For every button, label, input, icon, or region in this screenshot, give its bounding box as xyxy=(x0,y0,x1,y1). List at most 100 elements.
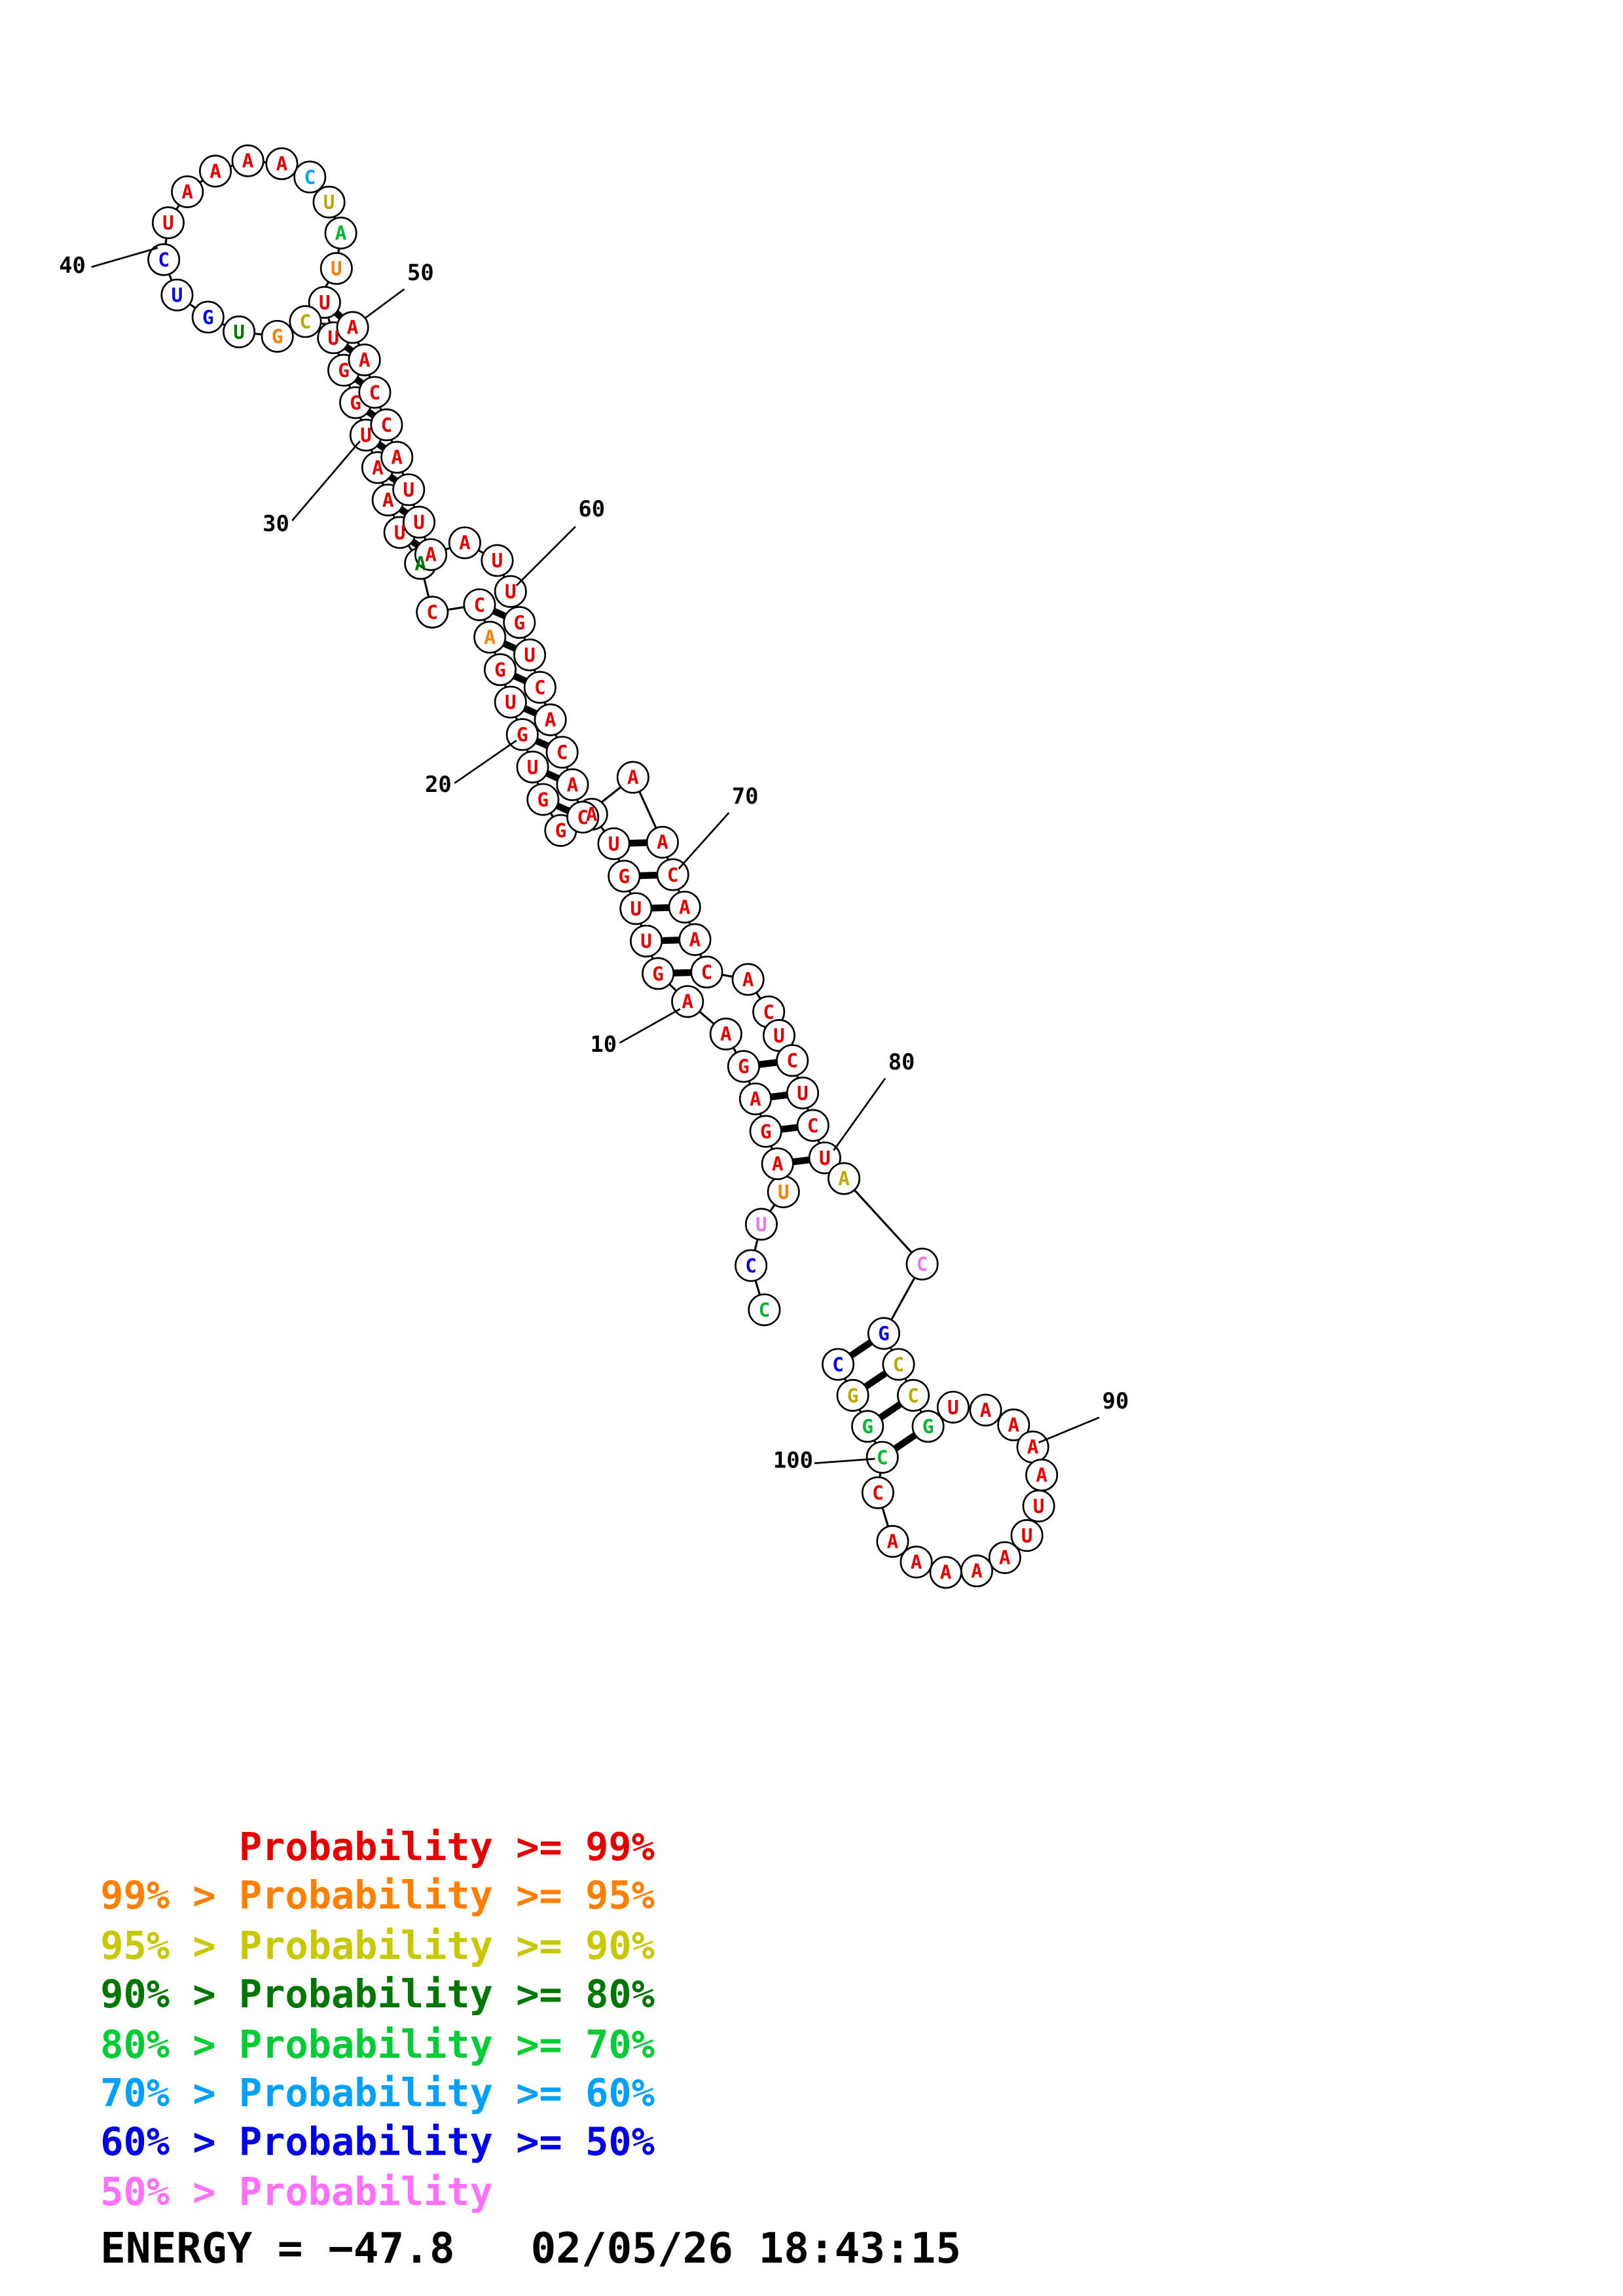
nucleotide-base: U xyxy=(608,833,620,855)
nucleotide-base: U xyxy=(172,284,183,306)
nucleotide-circle xyxy=(876,1525,909,1558)
nucleotide-base: C xyxy=(300,311,312,333)
nucleotide-circle xyxy=(503,606,536,639)
nucleotide-base: U xyxy=(778,1181,790,1203)
nucleotide-circle xyxy=(414,538,448,571)
nucleotide-circle xyxy=(735,1249,768,1282)
nucleotide-circle xyxy=(936,1390,970,1424)
nucleotide-circle xyxy=(911,1410,945,1443)
nucleotide-base: A xyxy=(980,1399,992,1422)
position-label: 10 xyxy=(590,1031,617,1057)
nucleotide-base: U xyxy=(947,1396,959,1418)
nucleotide-base: U xyxy=(360,424,372,446)
nucleotide-base: G xyxy=(618,865,630,888)
position-label: 90 xyxy=(1102,1388,1129,1414)
nucleotide-circle xyxy=(762,1019,795,1052)
nucleotide-base: A xyxy=(1027,1436,1039,1458)
position-labels: 10 20 30 40 50 60 70 80 90 100 xyxy=(59,247,1129,1473)
nucleotide-circle xyxy=(289,305,322,338)
nucleotide-circle xyxy=(969,1393,1002,1427)
nucleotide-base: U xyxy=(524,644,536,666)
nucleotide-circle xyxy=(147,243,181,276)
nucleotide-base: U xyxy=(819,1147,831,1169)
nucleotide-base: C xyxy=(877,1446,888,1469)
nucleotide-base: A xyxy=(382,489,394,511)
position-label-leader xyxy=(454,740,517,784)
nucleotide-circle xyxy=(739,1082,772,1115)
nucleotide-circle xyxy=(997,1408,1030,1442)
nucleotide-circle xyxy=(319,252,353,285)
nucleotide-base: G xyxy=(538,789,549,811)
nucleotide-base: G xyxy=(272,325,283,348)
nucleotide-base: U xyxy=(323,191,335,213)
nucleotide-circle xyxy=(690,956,723,989)
nucleotide-base: G xyxy=(517,724,528,746)
nucleotide-base: A xyxy=(425,544,437,566)
nucleotide-base: A xyxy=(657,831,668,853)
nucleotide-base: C xyxy=(304,166,316,188)
nucleotide-base: A xyxy=(484,626,496,649)
nucleotide-circle xyxy=(160,278,194,312)
nucleotide-base: C xyxy=(745,1255,757,1277)
nucleotide-base: A xyxy=(414,552,426,575)
nucleotide-base: U xyxy=(640,930,652,952)
nucleotide-base: U xyxy=(162,212,174,234)
position-label: 60 xyxy=(578,496,605,522)
nucleotide-base: A xyxy=(627,766,639,789)
nucleotide-circle xyxy=(463,588,496,622)
nucleotide-base: A xyxy=(887,1530,899,1552)
nucleotide-circle xyxy=(1010,1519,1044,1552)
nucleotide-base: C xyxy=(917,1253,928,1276)
nucleotide-base: A xyxy=(1008,1414,1019,1436)
nucleotide-circle xyxy=(556,768,589,801)
position-label-leader xyxy=(91,247,158,268)
nucleotide-circle xyxy=(403,505,436,539)
legend-line: 95% > Probability >= 90% xyxy=(100,1924,655,1969)
nucleotide-base: A xyxy=(276,153,288,175)
nucleotide-base: C xyxy=(474,594,486,616)
nucleotide-circle xyxy=(516,750,549,783)
nucleotide-circle xyxy=(709,1017,742,1050)
nucleotide-base: A xyxy=(545,709,556,731)
nucleotide-circle xyxy=(473,620,507,654)
nucleotide-circle xyxy=(597,827,630,861)
nucleotide-base: G xyxy=(862,1416,873,1438)
nucleotide-circle xyxy=(642,957,675,990)
nucleotide-base: A xyxy=(911,1551,922,1573)
nucleotide-base: C xyxy=(786,1050,798,1072)
nucleotide-circle xyxy=(616,761,649,794)
nucleotide-circle xyxy=(630,924,663,958)
nucleotide-base: U xyxy=(403,479,414,501)
position-label-leader xyxy=(363,288,405,319)
nucleotide-base: A xyxy=(181,181,193,203)
nucleotide-base: A xyxy=(742,969,754,991)
nucleotide-base: C xyxy=(872,1482,884,1504)
nucleotide-base: C xyxy=(534,677,546,699)
nucleotide-base: U xyxy=(756,1213,767,1236)
nucleotide-base: A xyxy=(971,1560,983,1582)
nucleotide-circle xyxy=(370,408,403,442)
nucleotide-circle xyxy=(744,1208,778,1241)
nucleotide-base: G xyxy=(202,306,214,329)
nucleotide-circle xyxy=(231,144,264,177)
nucleotide-base: A xyxy=(1036,1464,1048,1486)
legend-line: 60% > Probability >= 50% xyxy=(100,2121,655,2166)
nucleotide-base: U xyxy=(492,550,503,572)
position-label-leader xyxy=(291,440,361,522)
nucleotide-base: G xyxy=(338,359,350,382)
nucleotide-base: A xyxy=(838,1168,850,1190)
nucleotide-circle xyxy=(171,175,204,208)
nucleotide-circle xyxy=(191,300,225,334)
nucleotide-circle xyxy=(646,825,679,859)
nucleotide-base: C xyxy=(701,961,713,984)
nucleotide-base: A xyxy=(586,803,598,825)
nucleotide-circle xyxy=(348,343,381,376)
nucleotide-base: U xyxy=(630,898,642,920)
nucleotide-base: G xyxy=(760,1121,772,1143)
nucleotide-circle xyxy=(416,596,449,629)
nucleotide-circle xyxy=(265,147,299,181)
nucleotide-base: C xyxy=(763,1001,775,1023)
